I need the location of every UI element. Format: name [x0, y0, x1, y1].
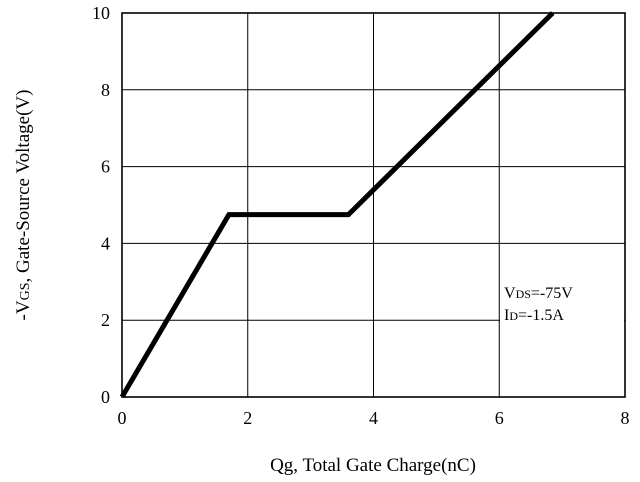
- x-tick-label: 8: [621, 408, 630, 428]
- x-tick-label: 0: [118, 408, 127, 428]
- y-tick-label: 4: [101, 233, 110, 253]
- series-line: [119, 11, 555, 399]
- y-tick-label: 10: [92, 3, 110, 23]
- grid-lines: [122, 13, 625, 397]
- tick-labels: 0 2 4 6 8 0 2 4 6 8 10: [92, 3, 630, 428]
- annotation-vds: VDS=-75V: [504, 285, 573, 302]
- x-tick-label: 6: [495, 408, 504, 428]
- annotation-box: [500, 278, 624, 328]
- y-tick-label: 6: [101, 157, 110, 177]
- y-axis-label: -VGS, Gate-Source Voltage(V): [13, 90, 34, 321]
- y-tick-label: 0: [101, 387, 110, 407]
- x-tick-label: 4: [369, 408, 378, 428]
- annotation-id: ID=-1.5A: [504, 307, 564, 324]
- plot-frame: [121, 12, 626, 398]
- y-tick-label: 2: [101, 310, 110, 330]
- x-axis-label: Qg, Total Gate Charge(nC): [270, 455, 476, 476]
- y-tick-label: 8: [101, 80, 110, 100]
- x-tick-label: 2: [243, 408, 252, 428]
